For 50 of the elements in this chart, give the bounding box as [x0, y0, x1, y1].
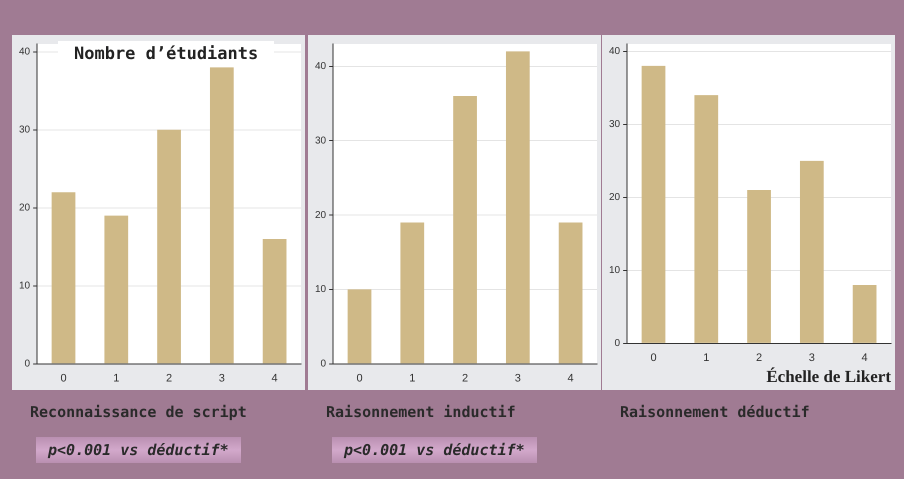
x-tick-label: 3 [514, 372, 521, 384]
y-tick-label: 20 [609, 192, 621, 204]
text: p<0.001 vs déductif* [36, 437, 241, 463]
bar [558, 222, 582, 364]
text: Raisonnement inductif [326, 403, 516, 421]
bar [210, 67, 234, 364]
x-tick-label: 1 [409, 372, 416, 384]
y-tick-label: 20 [315, 210, 327, 221]
bar [453, 96, 477, 364]
y-tick-label: 40 [609, 46, 621, 58]
x-tick-label: 0 [356, 372, 363, 384]
y-axis-title: Nombre d’étudiants [58, 41, 274, 67]
y-tick-label: 10 [19, 280, 31, 292]
bar [747, 190, 771, 343]
x-tick-label: 4 [862, 352, 868, 364]
y-tick-label: 30 [19, 124, 31, 136]
x-axis-title: Échelle de Likert [766, 367, 892, 386]
text: Reconnaissance de script [30, 403, 247, 421]
x-tick-label: 3 [808, 352, 815, 364]
x-tick-label: 0 [60, 372, 67, 384]
y-tick-label: 10 [315, 284, 327, 296]
text: Raisonnement déductif [620, 403, 810, 421]
x-tick-label: 0 [650, 352, 657, 364]
bar [506, 51, 530, 364]
y-tick-label: 30 [609, 119, 621, 130]
x-tick-label: 2 [462, 372, 468, 384]
bar [852, 284, 876, 343]
bar [800, 160, 824, 343]
y-tick-label: 10 [609, 265, 621, 276]
bar [642, 66, 666, 343]
y-tick-label: 0 [614, 338, 621, 350]
bar [400, 222, 424, 364]
text: p<0.001 vs déductif* [332, 437, 537, 463]
y-tick-label: 40 [315, 61, 327, 72]
bar [104, 216, 128, 364]
x-tick-label: 2 [166, 372, 172, 384]
x-tick-label: 4 [272, 372, 278, 384]
bar [348, 289, 372, 364]
bar [52, 192, 76, 364]
x-tick-label: 2 [756, 352, 762, 364]
bar [694, 95, 718, 343]
x-tick-label: 3 [218, 372, 225, 384]
bar [157, 130, 181, 364]
y-tick-label: 20 [19, 202, 31, 214]
bar [262, 239, 286, 364]
y-tick-label: 30 [315, 135, 327, 146]
x-tick-label: 1 [703, 352, 710, 364]
y-tick-label: 40 [19, 46, 31, 58]
x-tick-label: 4 [568, 372, 574, 384]
x-tick-label: 1 [113, 372, 120, 384]
